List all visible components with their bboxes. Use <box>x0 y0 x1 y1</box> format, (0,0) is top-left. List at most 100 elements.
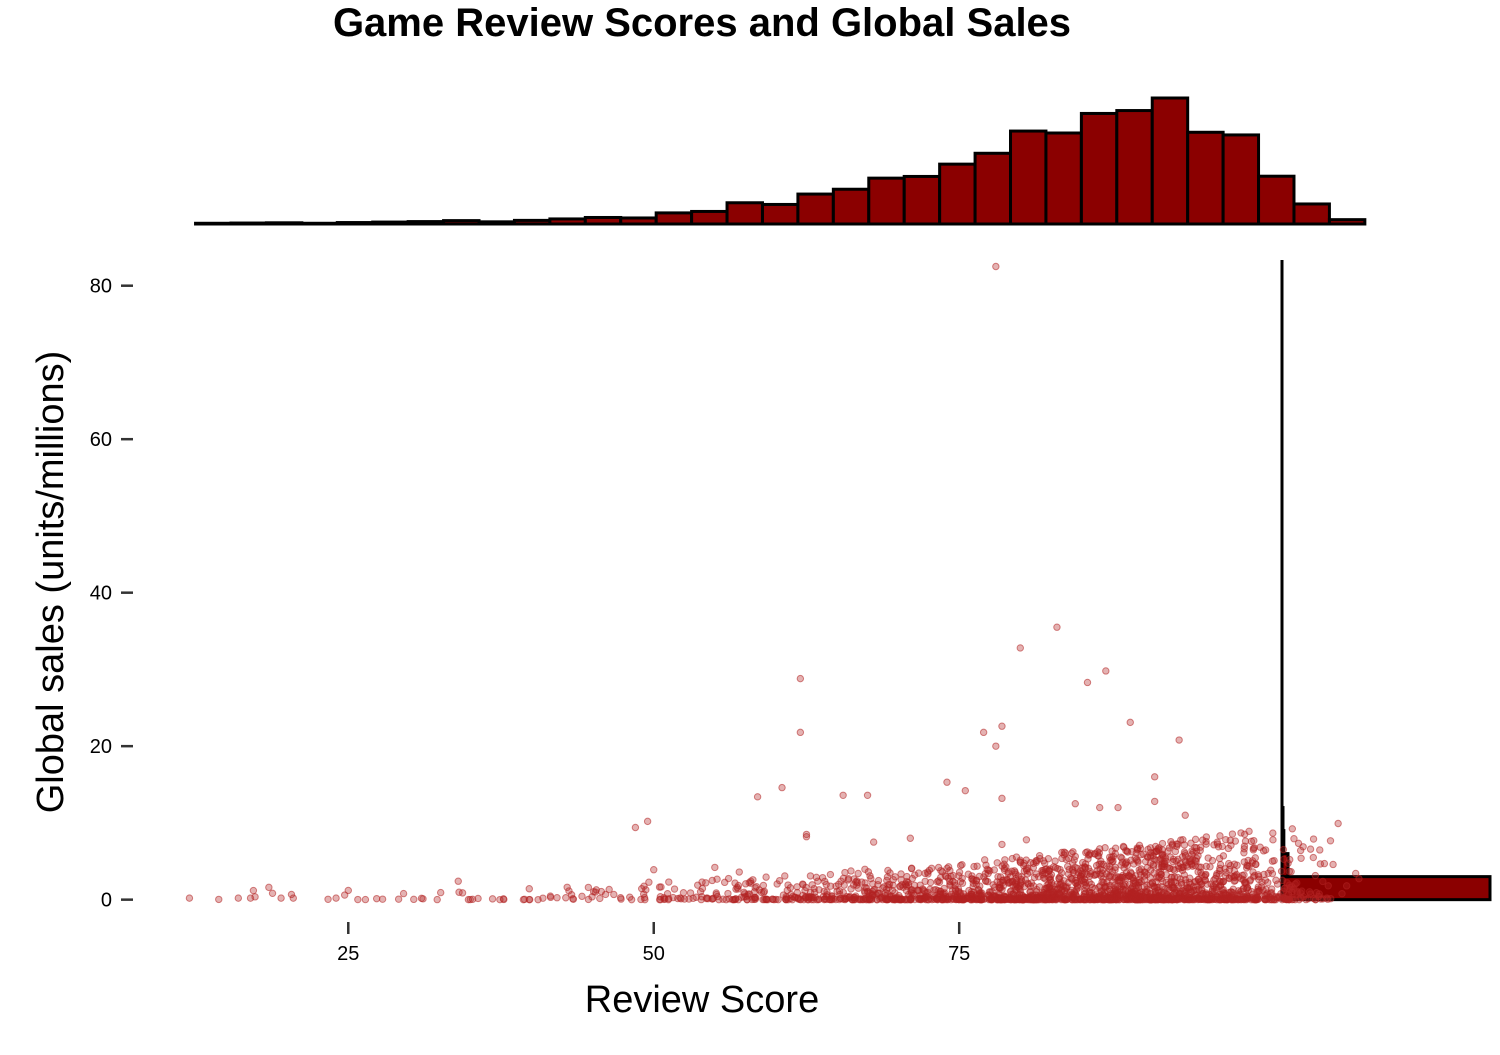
x-histogram-bar <box>1259 176 1294 224</box>
scatter-point <box>795 895 801 901</box>
scatter-point <box>760 882 766 888</box>
scatter-point <box>1310 854 1316 860</box>
scatter-point <box>1192 892 1198 898</box>
scatter-point <box>848 868 854 874</box>
scatter-point <box>903 887 909 893</box>
scatter-point <box>962 787 968 793</box>
scatter-point <box>1228 873 1234 879</box>
scatter-point <box>1018 876 1024 882</box>
scatter-point <box>247 895 253 901</box>
scatter-point <box>1269 858 1275 864</box>
scatter-point <box>1156 874 1162 880</box>
scatter-point <box>782 873 788 879</box>
scatter-point <box>830 896 836 902</box>
x-histogram-bar <box>1294 204 1329 224</box>
scatter-point <box>641 883 647 889</box>
scatter-point <box>632 824 638 830</box>
scatter-point <box>815 896 821 902</box>
scatter-point <box>1222 890 1228 896</box>
scatter-point <box>1280 888 1286 894</box>
scatter-point <box>1258 884 1264 890</box>
y-axis-title: Global sales (units/millions) <box>30 351 72 814</box>
scatter-point <box>1091 896 1097 902</box>
scatter-point <box>1068 850 1074 856</box>
scatter-point <box>754 794 760 800</box>
scatter-point <box>802 895 808 901</box>
scatter-point <box>186 895 192 901</box>
scatter-point <box>783 895 789 901</box>
scatter-point <box>855 885 861 891</box>
scatter-point <box>699 879 705 885</box>
scatter-point <box>1028 880 1034 886</box>
scatter-point <box>1046 881 1052 887</box>
scatter-point <box>1040 871 1046 877</box>
scatter-point <box>848 886 854 892</box>
scatter-point <box>1335 820 1341 826</box>
x-histogram-bar <box>1011 131 1046 224</box>
scatter-point <box>540 895 546 901</box>
x-histogram-bar <box>869 178 904 224</box>
scatter-point <box>1151 774 1157 780</box>
scatter-point <box>1001 865 1007 871</box>
scatter-point <box>864 792 870 798</box>
scatter-point <box>400 890 406 896</box>
scatter-point <box>1131 861 1137 867</box>
scatter-point <box>1125 873 1131 879</box>
scatter-point <box>1107 882 1113 888</box>
scatter-point <box>908 895 914 901</box>
scatter-point <box>1220 853 1226 859</box>
scatter-point <box>1051 889 1057 895</box>
scatter-point <box>379 896 385 902</box>
scatter-point <box>927 879 933 885</box>
scatter-point <box>1069 866 1075 872</box>
scatter-point <box>823 881 829 887</box>
scatter-point <box>1021 860 1027 866</box>
scatter-point <box>976 873 982 879</box>
scatter-point <box>1163 872 1169 878</box>
scatter-point <box>1092 885 1098 891</box>
scatter-point <box>751 895 757 901</box>
scatter-point <box>1226 866 1232 872</box>
scatter-point <box>1353 870 1359 876</box>
scatter-point <box>994 860 1000 866</box>
scatter-point <box>1238 830 1244 836</box>
scatter-point <box>776 877 782 883</box>
scatter-point <box>1064 884 1070 890</box>
scatter-point <box>1162 893 1168 899</box>
scatter-point <box>1002 857 1008 863</box>
scatter-point <box>1270 830 1276 836</box>
scatter-point <box>1294 880 1300 886</box>
scatter-point <box>1072 801 1078 807</box>
scatter-point <box>1278 868 1284 874</box>
scatter-point <box>1119 859 1125 865</box>
scatter-point <box>1202 877 1208 883</box>
scatter-point <box>980 729 986 735</box>
scatter-point <box>1109 854 1115 860</box>
scatter-point <box>570 896 576 902</box>
y-tick-label: 20 <box>90 736 112 758</box>
scatter-point <box>1307 846 1313 852</box>
scatter-point <box>890 896 896 902</box>
scatter-point <box>779 784 785 790</box>
scatter-point <box>1120 843 1126 849</box>
x-tick-label: 25 <box>337 943 359 965</box>
x-histogram-bar <box>1117 111 1152 224</box>
scatter-point <box>1209 857 1215 863</box>
scatter-point <box>787 885 793 891</box>
y-axis: 020406080 <box>90 276 133 912</box>
scatter-point <box>1046 868 1052 874</box>
scatter-point <box>455 878 461 884</box>
scatter-point <box>656 884 662 890</box>
scatter-point <box>939 869 945 875</box>
scatter-point <box>638 896 644 902</box>
scatter-point <box>985 878 991 884</box>
scatter-point <box>1043 896 1049 902</box>
scatter-point <box>269 890 275 896</box>
x-histogram-bar <box>1223 135 1258 224</box>
scatter-point <box>1178 865 1184 871</box>
scatter-point <box>993 263 999 269</box>
scatter-point <box>752 885 758 891</box>
scatter-point <box>1169 882 1175 888</box>
scatter-point <box>1248 838 1254 844</box>
scatter-point <box>827 871 833 877</box>
